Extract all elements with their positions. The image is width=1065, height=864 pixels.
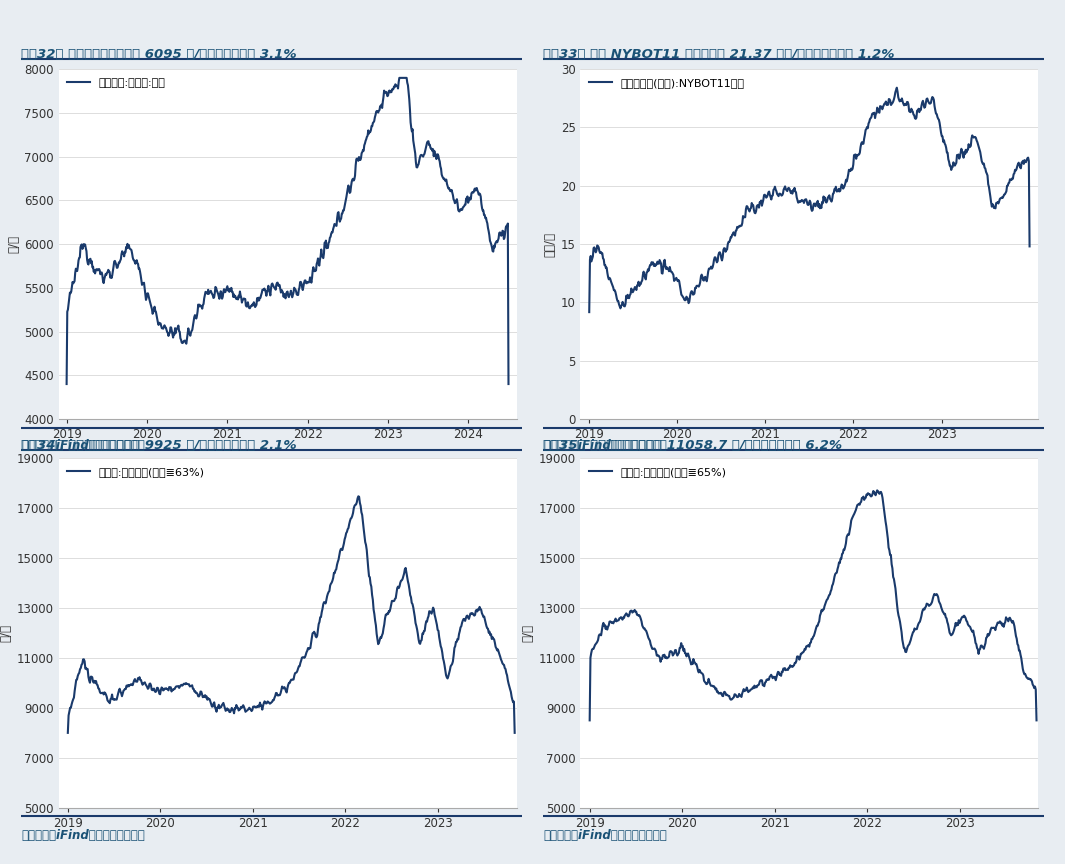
Y-axis label: 元/吞: 元/吞 [6, 235, 20, 253]
Text: 资料来源：iFind，国盛证券研究所: 资料来源：iFind，国盛证券研究所 [543, 439, 667, 452]
Text: 图蚈33： 本周 NYBOT11 号糖收盘价 21.37 美分/磅，较上周下跳 1.2%: 图蚈33： 本周 NYBOT11 号糖收盘价 21.37 美分/磅，较上周下跳 … [543, 48, 895, 60]
Y-axis label: 美分/磅: 美分/磅 [543, 232, 557, 257]
Text: 资料来源：iFind，国盛证券研究所: 资料来源：iFind，国盛证券研究所 [21, 829, 145, 842]
Text: 资料来源：iFind，国盛证券研究所: 资料来源：iFind，国盛证券研究所 [21, 439, 145, 452]
Text: 图蚈34： 本周国产鱼粉现货价 9925 元/吞，较上周上涨 2.1%: 图蚈34： 本周国产鱼粉现货价 9925 元/吞，较上周上涨 2.1% [21, 439, 297, 452]
Y-axis label: 元/吞: 元/吞 [521, 624, 535, 642]
Y-axis label: 元/吞: 元/吞 [0, 624, 13, 642]
Legend: 期货收盘价(活跃):NYBOT11号糖: 期货收盘价(活跃):NYBOT11号糖 [586, 74, 748, 92]
Text: 图蚈35： 本周进口鱼粉现货价 11058.7 元/吞，较上周上涨 6.2%: 图蚈35： 本周进口鱼粉现货价 11058.7 元/吞，较上周上涨 6.2% [543, 439, 842, 452]
Legend: 现货价格:白糖糖:柳州: 现货价格:白糖糖:柳州 [64, 74, 168, 92]
Legend: 现货价:进口鱼粉(蛋白≣65%): 现货价:进口鱼粉(蛋白≣65%) [586, 463, 730, 480]
Text: 图蚈32： 本周柳州白糖现货价 6095 元/吞，较上周下跳 3.1%: 图蚈32： 本周柳州白糖现货价 6095 元/吞，较上周下跳 3.1% [21, 48, 297, 60]
Text: 资料来源：iFind，国盛证券研究所: 资料来源：iFind，国盛证券研究所 [543, 829, 667, 842]
Legend: 现货价:国产鱼粉(蛋白≣63%): 现货价:国产鱼粉(蛋白≣63%) [64, 463, 208, 480]
